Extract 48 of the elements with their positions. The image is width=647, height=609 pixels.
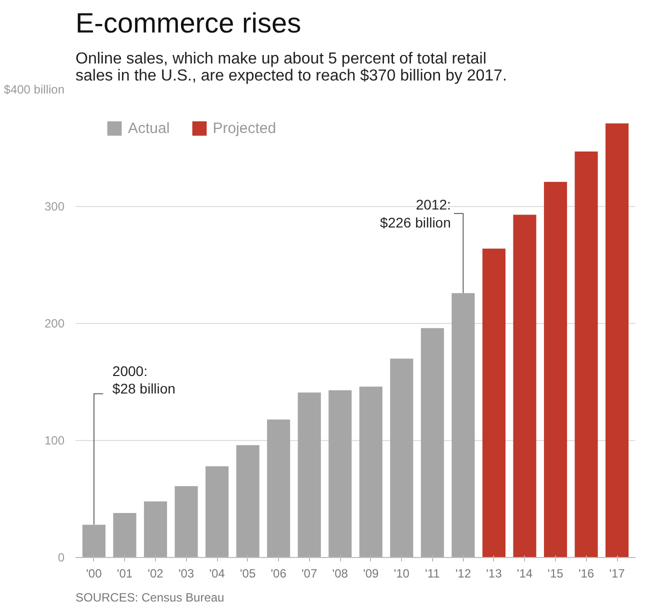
- x-tick-label: '01: [116, 566, 133, 580]
- bar: [544, 182, 568, 558]
- y-tick-label: 300: [44, 200, 65, 214]
- chart-subtitle: Online sales, which make up about 5 percent of total retail sales in the U.S., are expected to reach $370 billion by 2017.: [76, 50, 507, 84]
- y-tick-label: 0: [58, 550, 65, 564]
- bar: [144, 501, 168, 558]
- bar: [574, 152, 598, 558]
- bar: [113, 513, 136, 558]
- bar: [298, 392, 321, 558]
- x-tick-label: '04: [209, 566, 226, 580]
- bar: [359, 386, 382, 558]
- x-tick-label: '12: [455, 566, 472, 580]
- x-tick-label: '08: [332, 566, 348, 580]
- bar: [452, 293, 475, 558]
- annotation: 2000: $28 billion: [112, 362, 176, 396]
- x-tick-label: '02: [148, 566, 164, 580]
- x-tick-label: '16: [578, 566, 594, 580]
- bar: [236, 445, 260, 558]
- bar: [513, 214, 536, 558]
- bar: [267, 419, 290, 558]
- bar: [482, 248, 506, 558]
- legend-label: Projected: [212, 120, 276, 136]
- y-tick-label: 100: [44, 434, 65, 448]
- y-tick-label: 200: [44, 316, 65, 330]
- bar: [82, 524, 106, 558]
- chart-title: E-commerce rises: [76, 8, 302, 38]
- x-tick-label: '13: [486, 566, 502, 580]
- bar: [328, 390, 352, 558]
- bar: [390, 358, 414, 558]
- x-tick-label: '07: [302, 566, 318, 580]
- x-tick-label: '15: [548, 566, 564, 580]
- annotation: 2012: $226 billion: [380, 196, 451, 230]
- bar: [606, 123, 629, 558]
- source-note: SOURCES: Census Bureau: [76, 590, 224, 604]
- x-tick-label: '03: [178, 566, 194, 580]
- x-tick-label: '05: [240, 566, 256, 580]
- y-tick-label: $400 billion: [4, 82, 65, 96]
- legend-label: Actual: [128, 120, 170, 136]
- x-tick-label: '10: [394, 566, 410, 580]
- bar: [174, 486, 198, 558]
- bar: [206, 466, 229, 558]
- x-tick-label: '09: [363, 566, 380, 580]
- x-tick-label: '11: [425, 566, 440, 580]
- x-tick-label: '00: [86, 566, 102, 580]
- x-tick-label: '06: [270, 566, 287, 580]
- x-tick-label: '17: [609, 566, 626, 580]
- x-tick-label: '14: [516, 566, 533, 580]
- bar: [420, 328, 444, 558]
